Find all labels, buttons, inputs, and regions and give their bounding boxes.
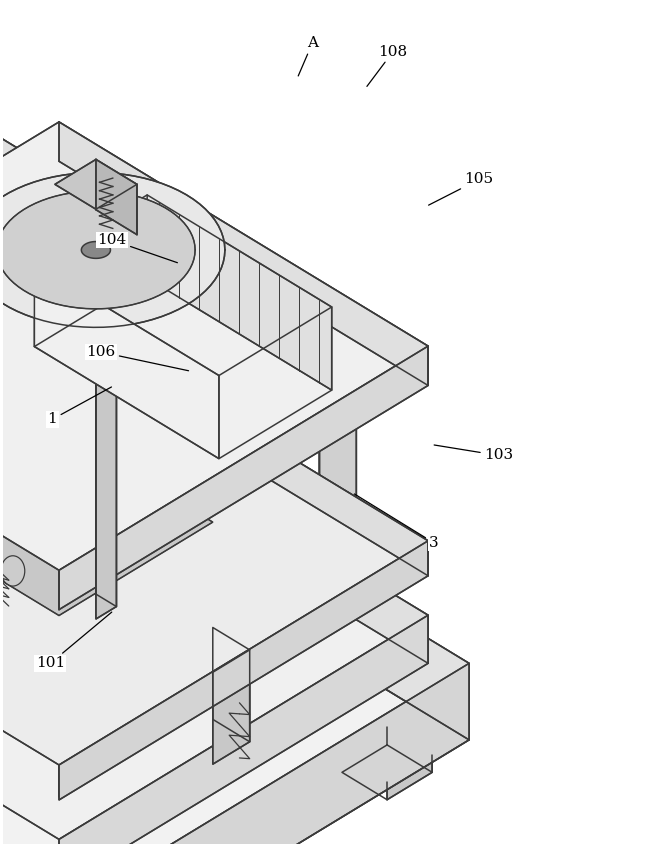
Polygon shape bbox=[283, 364, 356, 409]
Polygon shape bbox=[342, 728, 432, 783]
Polygon shape bbox=[59, 545, 96, 797]
Polygon shape bbox=[59, 317, 428, 576]
Polygon shape bbox=[35, 540, 125, 595]
Polygon shape bbox=[79, 540, 125, 585]
Polygon shape bbox=[0, 70, 59, 217]
Polygon shape bbox=[59, 122, 428, 385]
Polygon shape bbox=[0, 500, 192, 702]
Polygon shape bbox=[0, 391, 428, 839]
Polygon shape bbox=[96, 159, 137, 235]
Polygon shape bbox=[59, 346, 428, 610]
Polygon shape bbox=[213, 628, 249, 742]
Polygon shape bbox=[319, 364, 356, 617]
Polygon shape bbox=[22, 523, 96, 567]
Polygon shape bbox=[0, 500, 192, 690]
Polygon shape bbox=[59, 206, 96, 458]
Polygon shape bbox=[0, 70, 59, 219]
Polygon shape bbox=[59, 523, 96, 775]
Polygon shape bbox=[55, 159, 137, 209]
Text: 108: 108 bbox=[367, 45, 408, 86]
Polygon shape bbox=[0, 429, 309, 620]
Text: 1: 1 bbox=[47, 387, 111, 426]
Polygon shape bbox=[35, 263, 219, 458]
Text: 103: 103 bbox=[434, 445, 514, 462]
Polygon shape bbox=[147, 195, 331, 390]
Polygon shape bbox=[0, 122, 428, 570]
Polygon shape bbox=[79, 568, 125, 613]
Polygon shape bbox=[59, 414, 469, 740]
Text: 104: 104 bbox=[97, 233, 177, 263]
Polygon shape bbox=[319, 387, 356, 639]
Text: 3: 3 bbox=[354, 494, 439, 550]
Polygon shape bbox=[59, 615, 428, 847]
Polygon shape bbox=[0, 173, 225, 327]
Circle shape bbox=[36, 435, 59, 465]
Polygon shape bbox=[35, 195, 147, 346]
Polygon shape bbox=[0, 191, 195, 309]
Polygon shape bbox=[59, 229, 96, 481]
Text: A: A bbox=[298, 36, 318, 76]
Polygon shape bbox=[278, 601, 309, 650]
Polygon shape bbox=[96, 163, 117, 606]
Polygon shape bbox=[22, 206, 96, 251]
Polygon shape bbox=[0, 174, 59, 263]
Polygon shape bbox=[0, 429, 213, 616]
Polygon shape bbox=[387, 755, 432, 800]
Circle shape bbox=[1, 556, 25, 586]
Polygon shape bbox=[96, 175, 117, 619]
Text: 105: 105 bbox=[429, 173, 494, 205]
Polygon shape bbox=[0, 317, 428, 765]
Polygon shape bbox=[59, 540, 428, 800]
Polygon shape bbox=[81, 241, 111, 258]
Polygon shape bbox=[59, 663, 469, 847]
Polygon shape bbox=[387, 728, 432, 772]
Text: 106: 106 bbox=[86, 345, 189, 371]
Text: 101: 101 bbox=[36, 612, 112, 670]
Polygon shape bbox=[59, 391, 428, 663]
Polygon shape bbox=[26, 429, 309, 632]
Polygon shape bbox=[0, 414, 469, 847]
Polygon shape bbox=[213, 650, 249, 764]
